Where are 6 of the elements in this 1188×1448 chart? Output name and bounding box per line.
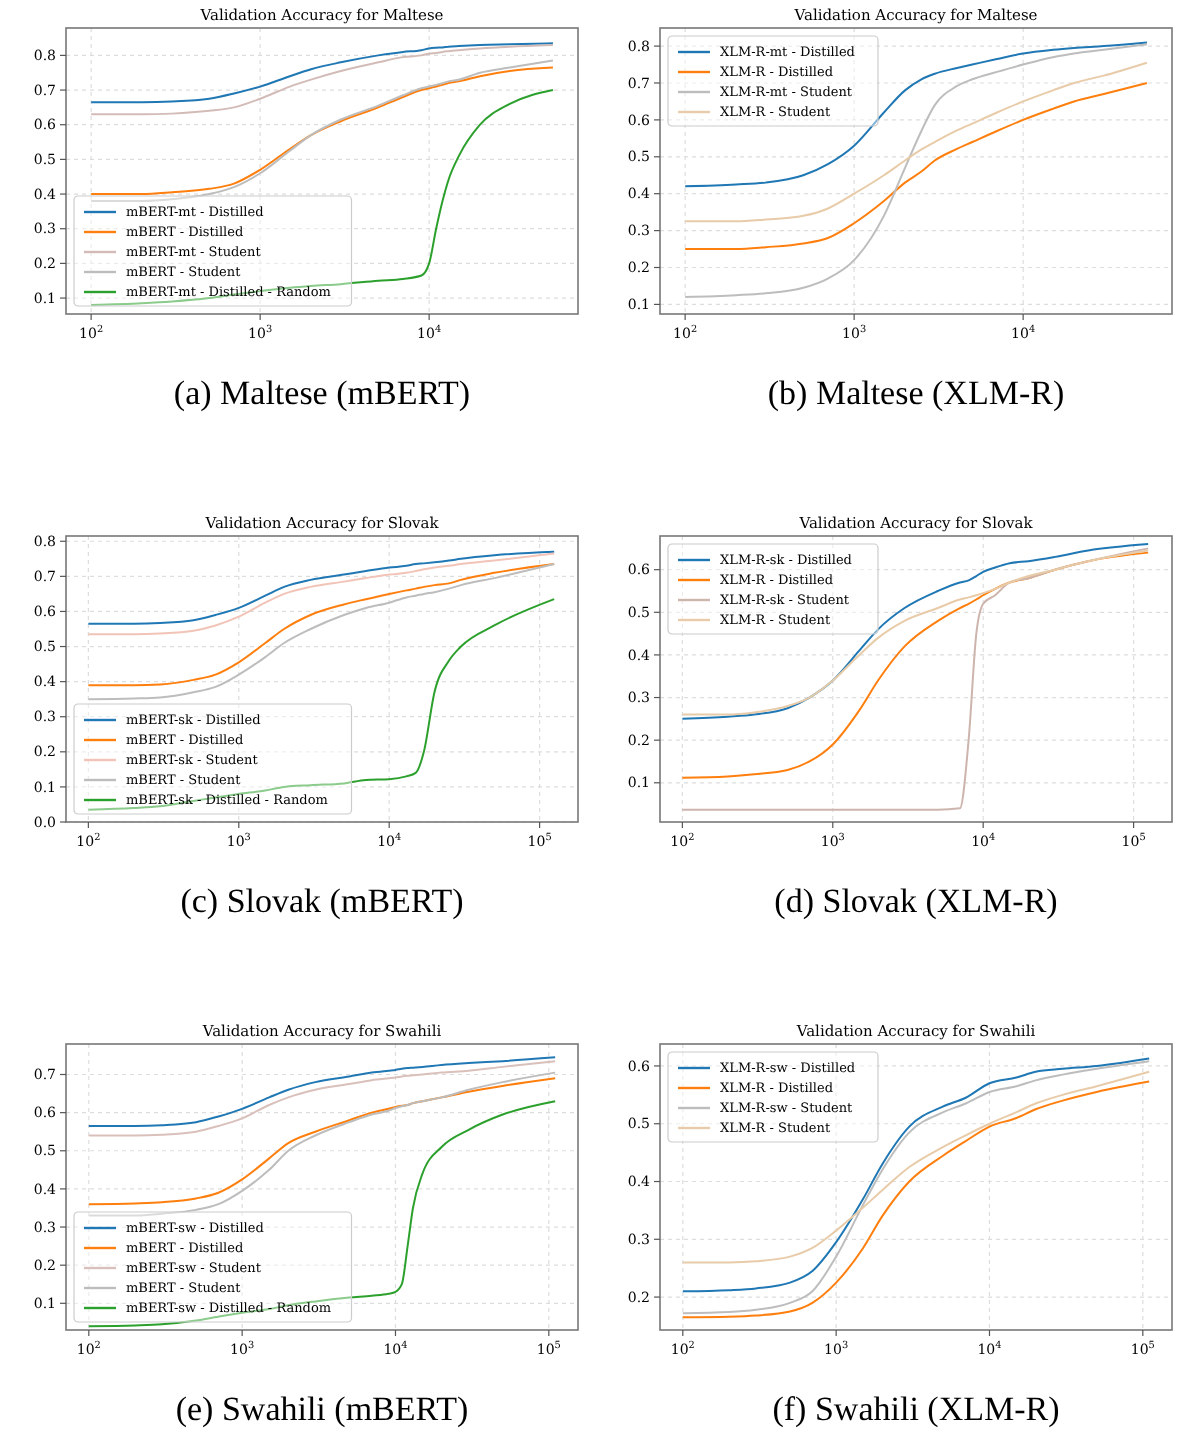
text: (a) Maltese (mBERT)	[173, 374, 471, 412]
text: (f) Swahili (XLM-R)	[772, 1390, 1060, 1428]
text: (e) Swahili (mBERT)	[175, 1390, 469, 1428]
text: (c) Slovak (mBERT)	[180, 882, 464, 920]
text: (b) Maltese (XLM-R)	[767, 374, 1065, 412]
text: (d) Slovak (XLM-R)	[774, 882, 1058, 920]
